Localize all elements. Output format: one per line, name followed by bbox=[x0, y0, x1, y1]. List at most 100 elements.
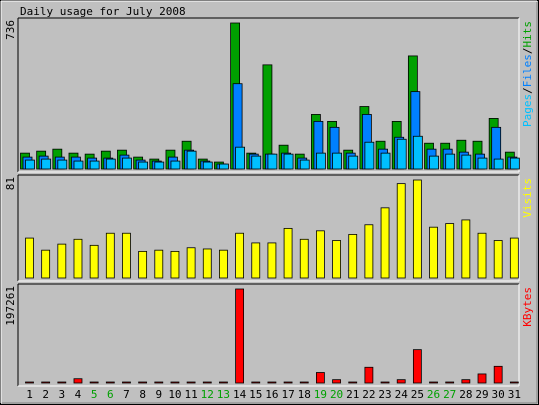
pages-bar bbox=[41, 158, 52, 170]
pages-bar bbox=[186, 150, 197, 170]
x-tick-label: 24 bbox=[395, 388, 409, 401]
pages-bar bbox=[396, 138, 407, 170]
kbytes-bar bbox=[41, 381, 51, 384]
visits-bar bbox=[332, 240, 341, 279]
kbytes-bar bbox=[89, 381, 99, 384]
visits-bar bbox=[73, 238, 83, 279]
pages-bar bbox=[251, 155, 262, 170]
visits-bar bbox=[316, 230, 325, 279]
pages-bar bbox=[105, 158, 116, 170]
visits-bar bbox=[364, 224, 374, 279]
kbytes-bar bbox=[299, 381, 309, 384]
panel-legend: Pages/Files/Hits bbox=[521, 21, 534, 127]
kbytes-bar bbox=[429, 381, 438, 384]
x-tick-label: 1 bbox=[26, 388, 33, 401]
x-tick-label: 30 bbox=[492, 388, 505, 401]
x-tick-label: 6 bbox=[107, 388, 114, 401]
pages-bar bbox=[267, 153, 278, 170]
kbytes-bar bbox=[186, 381, 196, 384]
kbytes-bar bbox=[283, 381, 293, 384]
x-tick-label: 27 bbox=[443, 388, 456, 401]
visits-bar bbox=[299, 238, 309, 279]
visits-bar bbox=[396, 183, 406, 279]
pages-bar bbox=[477, 157, 488, 170]
visits-bar bbox=[105, 232, 115, 279]
legend-sep: / bbox=[521, 48, 534, 55]
visits-bar bbox=[412, 179, 422, 279]
x-tick-label: 28 bbox=[459, 388, 472, 401]
kbytes-bar bbox=[509, 381, 519, 384]
kbytes-bar bbox=[25, 381, 34, 384]
visits-bar bbox=[25, 237, 34, 279]
kbytes-bar bbox=[267, 381, 277, 384]
x-tick-label: 13 bbox=[217, 388, 230, 401]
visits-bar bbox=[445, 223, 455, 279]
x-tick-label: 3 bbox=[59, 388, 66, 401]
visits-bar bbox=[235, 232, 244, 279]
legend-visits: Visits bbox=[521, 178, 534, 218]
kbytes-bar bbox=[461, 379, 471, 384]
panel-legend: Visits bbox=[521, 178, 534, 218]
visits-bar bbox=[251, 242, 261, 279]
pages-bar bbox=[316, 152, 326, 170]
pages-bar bbox=[57, 159, 68, 170]
kbytes-bar bbox=[154, 381, 164, 384]
x-tick-label: 8 bbox=[139, 388, 146, 401]
kbytes-bar bbox=[380, 381, 390, 384]
visits-bar bbox=[202, 248, 212, 279]
x-tick-label: 11 bbox=[184, 388, 197, 401]
x-tick-label: 2 bbox=[42, 388, 49, 401]
x-tick-label: 26 bbox=[427, 388, 440, 401]
pages-bar bbox=[445, 153, 456, 170]
x-tick-label: 31 bbox=[508, 388, 521, 401]
visits-bar bbox=[509, 237, 519, 279]
visits-bar bbox=[89, 244, 99, 279]
legend-sep: / bbox=[521, 87, 534, 94]
kbytes-bar bbox=[138, 381, 148, 384]
x-tick-label: 4 bbox=[75, 388, 82, 401]
kbytes-bar bbox=[235, 288, 244, 384]
pages-bar bbox=[73, 160, 84, 170]
x-tick-label: 21 bbox=[346, 388, 359, 401]
kbytes-bar bbox=[396, 379, 406, 384]
visits-bar bbox=[219, 249, 228, 279]
visits-bar bbox=[138, 250, 148, 279]
chart-title: Daily usage for July 2008 bbox=[20, 5, 186, 18]
x-tick-label: 14 bbox=[233, 388, 247, 401]
pages-bar bbox=[219, 163, 229, 170]
visits-bar bbox=[186, 247, 196, 279]
pages-bar bbox=[235, 146, 245, 170]
pages-bar bbox=[202, 161, 213, 170]
x-tick-label: 15 bbox=[249, 388, 262, 401]
legend-hits: Hits bbox=[521, 21, 534, 48]
kbytes-bar bbox=[251, 381, 261, 384]
kbytes-bar bbox=[477, 373, 487, 384]
visits-bar bbox=[41, 249, 51, 279]
visits-bar bbox=[477, 232, 487, 279]
visits-bar bbox=[122, 232, 131, 279]
pages-bar bbox=[364, 141, 375, 170]
kbytes-bar bbox=[122, 381, 131, 384]
visits-bar bbox=[348, 234, 358, 279]
kbytes-bar bbox=[57, 381, 67, 384]
pages-bar bbox=[429, 155, 439, 170]
panel-max-label: 81 bbox=[4, 177, 17, 190]
x-tick-label: 25 bbox=[411, 388, 424, 401]
x-tick-label: 10 bbox=[168, 388, 181, 401]
x-tick-label: 16 bbox=[265, 388, 278, 401]
pages-bar bbox=[380, 152, 391, 170]
panel-max-label: 197261 bbox=[4, 286, 17, 326]
kbytes-bar bbox=[73, 378, 83, 384]
kbytes-bar bbox=[170, 381, 180, 384]
kbytes-bar bbox=[445, 381, 455, 384]
pages-bar bbox=[122, 157, 132, 170]
pages-bar bbox=[283, 153, 294, 170]
visits-bar bbox=[461, 219, 471, 279]
pages-bar bbox=[170, 160, 181, 170]
panel-visits: 81 Visits bbox=[4, 174, 534, 282]
visits-bar bbox=[380, 207, 390, 279]
visits-bar bbox=[429, 226, 438, 279]
